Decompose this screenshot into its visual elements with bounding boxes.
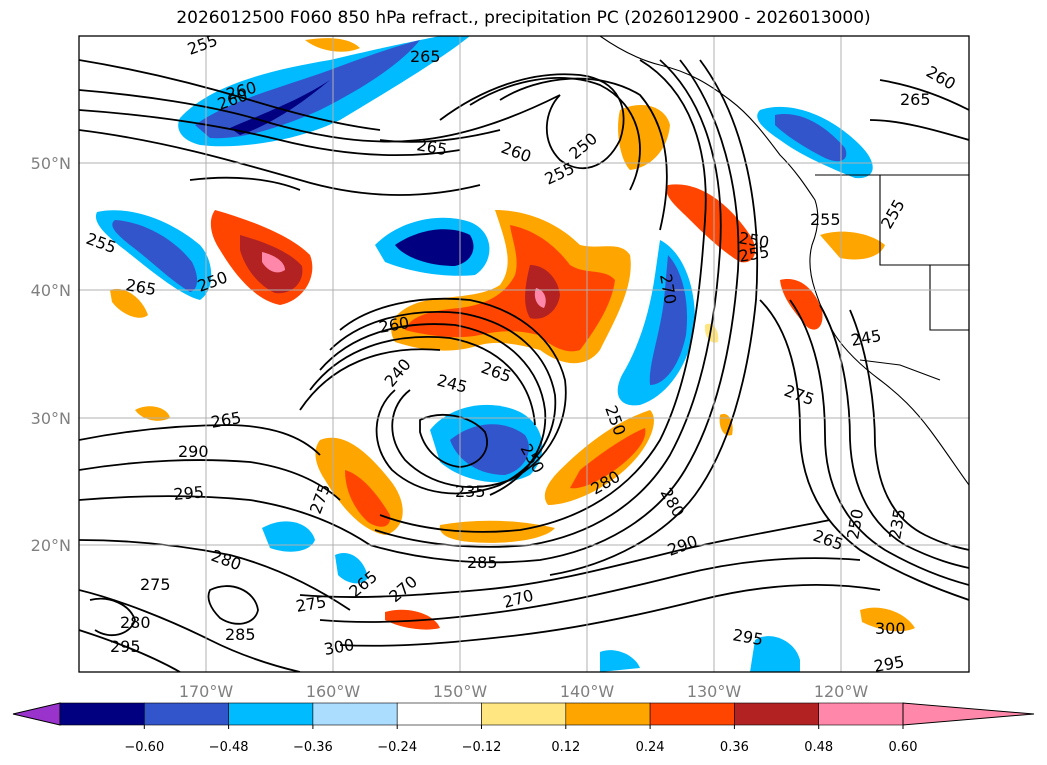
colorbar-tick-label: 0.60: [889, 740, 918, 755]
colorbar-tick-label: −0.12: [462, 740, 502, 755]
colorbar: −0.60 −0.48 −0.36 −0.24 −0.12 0.12 0.24 …: [12, 702, 1035, 755]
lat-label-50n: 50°N: [31, 154, 71, 173]
colorbar-swatch: [396, 702, 482, 726]
colorbar-tick-label: 0.48: [804, 740, 833, 755]
colorbar-swatch: [228, 702, 314, 726]
colorbar-tick-label: 0.36: [720, 740, 749, 755]
contour-label: 255: [810, 210, 841, 229]
contour-label: 285: [467, 553, 498, 572]
colorbar-tick-labels: −0.60 −0.48 −0.36 −0.24 −0.12 0.12 0.24 …: [124, 740, 917, 755]
lon-label-120w: 120°W: [814, 682, 869, 701]
latitude-labels: 50°N 40°N 30°N 20°N: [31, 154, 71, 555]
contour-label: 285: [225, 625, 256, 644]
colorbar-tick-label: −0.36: [293, 740, 333, 755]
lat-label-40n: 40°N: [31, 281, 71, 300]
colorbar-extend-right: [902, 702, 1035, 726]
colorbar-tick-label: 0.12: [551, 740, 580, 755]
graticule: [79, 36, 969, 672]
colorbar-swatch: [818, 702, 904, 726]
lon-label-170w: 170°W: [179, 682, 234, 701]
contour-label: 295: [872, 652, 905, 676]
colorbar-swatch: [59, 702, 145, 726]
lon-label-160w: 160°W: [306, 682, 361, 701]
positive-anomaly-fills: [110, 38, 915, 632]
colorbar-extend-left: [12, 702, 61, 726]
map-title: 2026012500 F060 850 hPa refract., precip…: [176, 8, 871, 28]
contour-lines: [79, 59, 969, 672]
lon-label-150w: 150°W: [433, 682, 488, 701]
lon-label-140w: 140°W: [560, 682, 615, 701]
colorbar-tick-label: −0.60: [124, 740, 164, 755]
contour-label: 295: [173, 482, 205, 504]
colorbar-swatch: [734, 702, 820, 726]
contour-label: 300: [875, 619, 906, 638]
contour-label: 275: [140, 575, 171, 594]
colorbar-tick-label: 0.24: [636, 740, 665, 755]
colorbar-swatch: [144, 702, 229, 726]
negative-anomaly-fills: [95, 36, 873, 672]
colorbar-tick-label: −0.24: [377, 740, 417, 755]
contour-label: 295: [110, 637, 141, 656]
contour-label: 265: [900, 90, 931, 109]
contour-label: 290: [178, 442, 209, 461]
lat-label-30n: 30°N: [31, 409, 71, 428]
lat-label-20n: 20°N: [31, 536, 71, 555]
colorbar-tick-label: −0.48: [209, 740, 249, 755]
lon-label-130w: 130°W: [687, 682, 742, 701]
colorbar-swatch: [312, 702, 398, 726]
contour-label: 280: [120, 613, 151, 632]
colorbar-swatch: [481, 702, 567, 726]
colorbar-ticks: [143, 725, 904, 729]
contour-label: 265: [410, 47, 441, 66]
longitude-labels: 170°W 160°W 150°W 140°W 130°W 120°W: [179, 682, 869, 701]
colorbar-swatch: [565, 702, 651, 726]
map-frame: [78, 35, 970, 673]
colorbar-swatch: [649, 702, 735, 726]
contour-label: 235: [455, 482, 486, 501]
